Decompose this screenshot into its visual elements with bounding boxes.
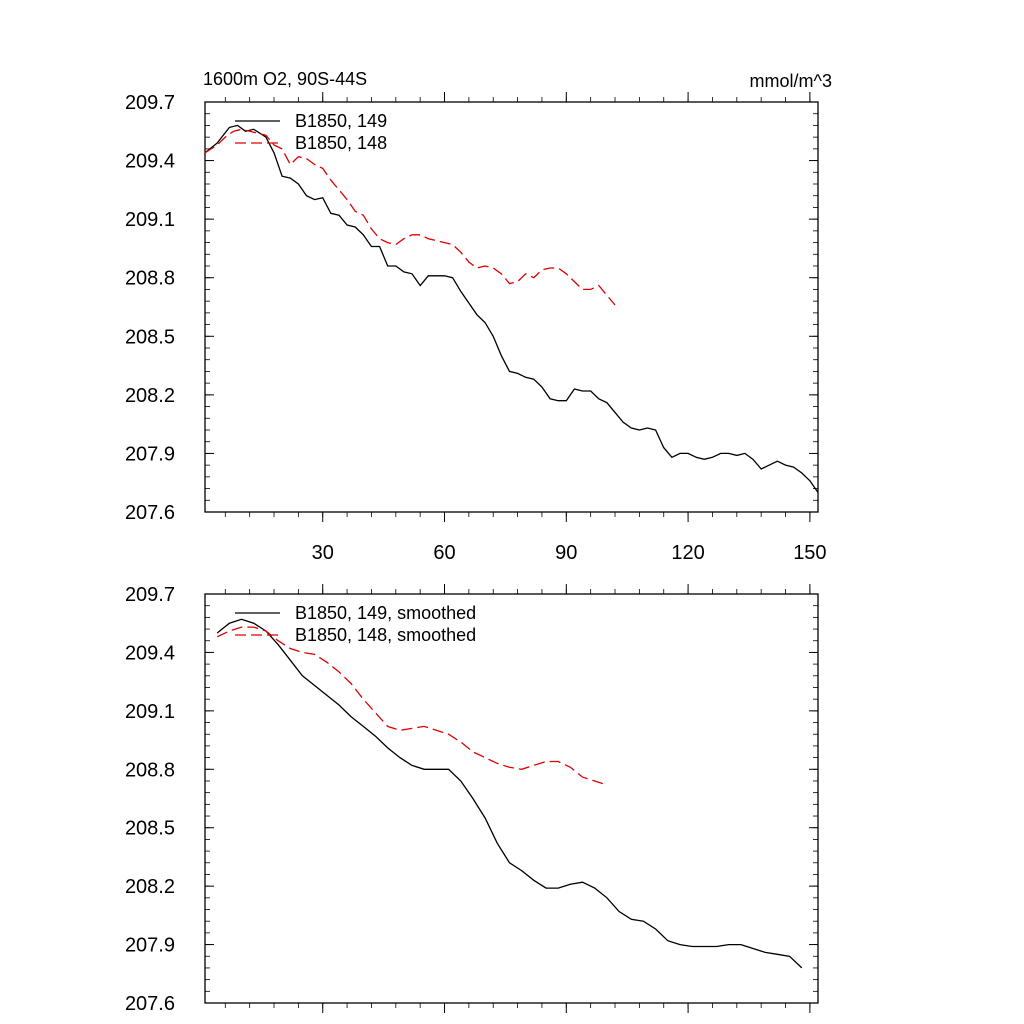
- y-tick-label: 207.9: [125, 935, 175, 957]
- plot-frame: [204, 101, 819, 513]
- x-tick-label: 120: [671, 542, 704, 564]
- legend-label: B1850, 148, smoothed: [295, 625, 476, 645]
- series-line-1: [216, 626, 608, 786]
- right-title: mmol/m^3: [750, 71, 832, 91]
- series-line-0: [216, 618, 803, 969]
- y-tick-label: 207.6: [125, 993, 175, 1015]
- y-tick-label: 209.4: [125, 151, 175, 173]
- x-tick-label: 30: [312, 542, 334, 564]
- x-tick-label: 150: [793, 542, 826, 564]
- left-title: 1600m O2, 90S-44S: [203, 69, 367, 89]
- legend-label: B1850, 149: [295, 111, 387, 131]
- y-tick-label: 209.7: [125, 584, 175, 606]
- series-line-1: [204, 128, 616, 306]
- y-tick-label: 208.2: [125, 876, 175, 898]
- x-tick-label: 90: [555, 542, 577, 564]
- plot-frame: [204, 593, 819, 1004]
- y-tick-label: 208.2: [125, 385, 175, 407]
- y-tick-label: 208.5: [125, 818, 175, 840]
- y-tick-label: 209.1: [125, 209, 175, 231]
- legend-label: B1850, 149, smoothed: [295, 603, 476, 623]
- series-line-0: [204, 124, 819, 493]
- top-panel: 207.6 207.9 208.2 208.5 208.8 209.1 209.4 209.7…: [125, 92, 827, 564]
- bottom-panel: 207.6 207.9 208.2 208.5 208.8 209.1 209.4 209.7…: [125, 584, 819, 1015]
- y-tick-label: 209.4: [125, 642, 175, 664]
- y-tick-label: 209.7: [125, 92, 175, 114]
- y-tick-label: 208.5: [125, 326, 175, 348]
- y-tick-label: 207.9: [125, 443, 175, 465]
- y-tick-label: 209.1: [125, 701, 175, 723]
- y-tick-label: 208.8: [125, 759, 175, 781]
- x-tick-label: 60: [433, 542, 455, 564]
- y-tick-label: 207.6: [125, 502, 175, 524]
- y-tick-label: 208.8: [125, 268, 175, 290]
- legend-label: B1850, 148: [295, 133, 387, 153]
